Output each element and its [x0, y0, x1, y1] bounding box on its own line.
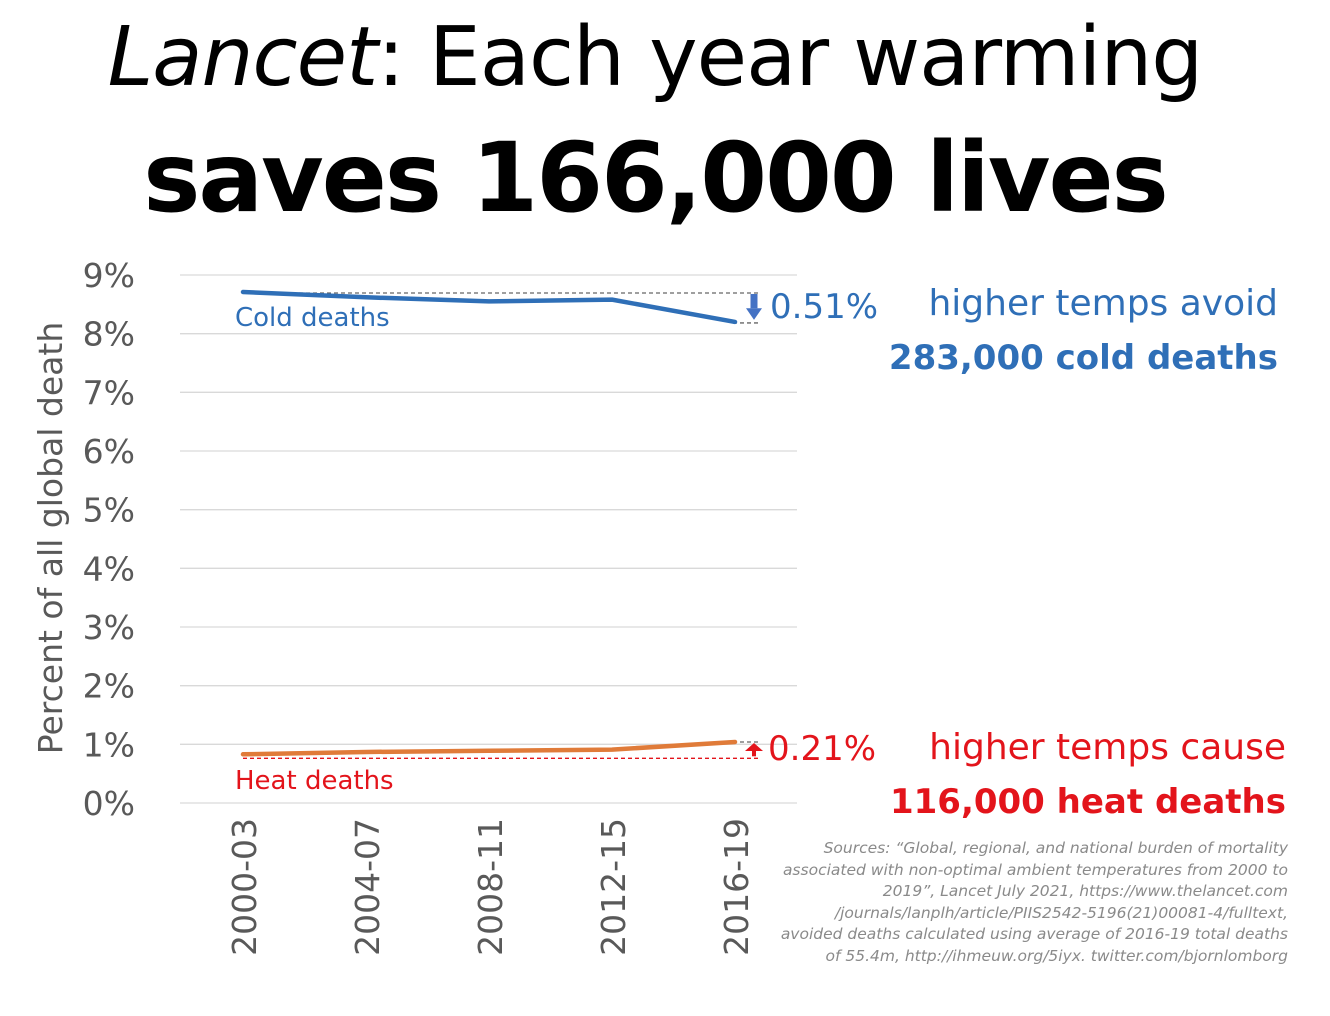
sources-line: /journals/lanplh/article/PIIS2542-5196(2… — [834, 903, 1288, 922]
sources-line: Sources: “Global, regional, and national… — [823, 839, 1288, 857]
sources-line: associated with non-optimal ambient temp… — [782, 860, 1288, 879]
cold-arrow-shaft — [750, 294, 758, 309]
title-line1-rest: : Each year warming — [377, 10, 1203, 105]
series-label-cold: Cold deaths — [235, 303, 390, 333]
sources-line: 2019”, Lancet July 2021, https://www.the… — [882, 882, 1288, 900]
sources-line: avoided deaths calculated using average … — [780, 925, 1288, 943]
y-tick-label: 6% — [83, 432, 135, 471]
cold-arrow-head — [746, 308, 762, 320]
sources-note: Sources: “Global, regional, and national… — [728, 838, 1288, 967]
heat-change-label: 0.21% — [768, 729, 876, 769]
y-tick-labels: 0% 1% 2% 3% 4% 5% 6% 7% 8% 9% — [83, 256, 135, 823]
y-tick-label: 8% — [83, 315, 135, 354]
y-tick-label: 4% — [83, 549, 135, 588]
y-tick-label: 7% — [83, 373, 135, 412]
y-tick-label: 3% — [83, 608, 135, 647]
x-tick-label: 2000-03 — [225, 818, 264, 956]
heat-annotation-line1: higher temps cause — [929, 727, 1286, 768]
x-tick-label: 2016-19 — [717, 818, 756, 956]
cold-annotation-line2: 283,000 cold deaths — [888, 338, 1278, 378]
cold-change-label: 0.51% — [770, 287, 878, 327]
series-lines — [240, 289, 738, 757]
sources-line: of 55.4m, http://ihmeuw.org/5iyx. twitte… — [825, 946, 1288, 965]
x-tick-label: 2004-07 — [348, 818, 387, 956]
cold-annotation-line1: higher temps avoid — [928, 283, 1278, 324]
x-tick-labels: 2000-03 2004-07 2008-11 2012-15 2016-19 — [225, 818, 756, 956]
series-label-heat: Heat deaths — [235, 766, 394, 796]
y-tick-label: 1% — [83, 725, 135, 764]
y-tick-label: 9% — [83, 256, 135, 295]
y-axis-label: Percent of all global death — [31, 322, 70, 754]
reference-dashes — [243, 292, 760, 759]
y-tick-label: 5% — [83, 491, 135, 530]
heat-arrow-shaft — [752, 749, 756, 757]
x-tick-label: 2008-11 — [471, 818, 510, 956]
heat-annotation-line2: 116,000 heat deaths — [889, 782, 1286, 822]
x-tick-label: 2012-15 — [594, 818, 633, 956]
change-arrows — [745, 294, 763, 757]
y-tick-label: 2% — [83, 667, 135, 706]
y-tick-label: 0% — [83, 784, 135, 823]
gridlines — [180, 274, 797, 804]
heat-arrow-head — [745, 742, 763, 751]
chart-title-line1: Lancet: Each year warming — [0, 10, 1310, 105]
title-italic-lancet: Lancet — [107, 10, 379, 105]
chart-title-line2: saves 166,000 lives — [143, 122, 1168, 234]
